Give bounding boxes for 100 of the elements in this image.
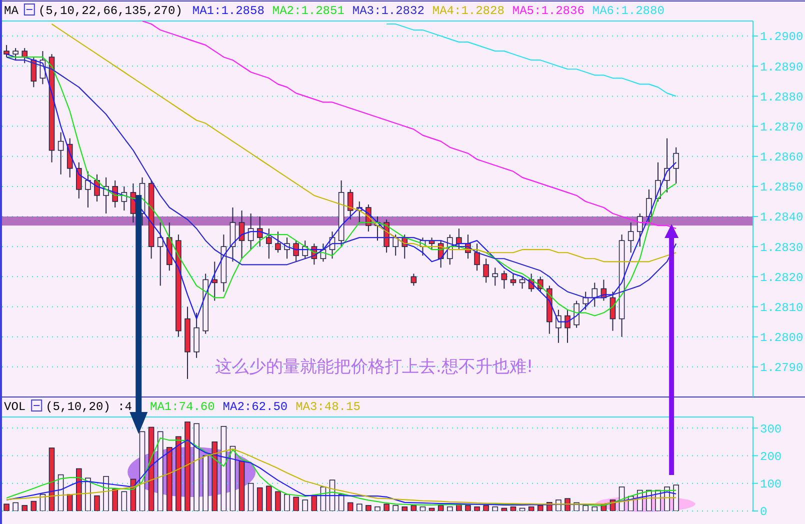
text: MA2:1.2851: [272, 4, 344, 18]
candlestick: [637, 213, 643, 248]
candlestick: [474, 243, 480, 272]
bar: [85, 478, 91, 511]
bar: [347, 502, 354, 511]
bar: [492, 506, 498, 511]
candlestick: [501, 270, 508, 290]
candlestick: [456, 228, 462, 250]
line-series: [6, 448, 677, 505]
bar: [166, 447, 172, 511]
y-tick-label: 1.2870: [760, 120, 804, 134]
bar: [121, 491, 128, 511]
candlestick: [483, 258, 489, 284]
y-tick-label: 1.2880: [760, 90, 804, 104]
bar: [356, 504, 362, 511]
bar: [374, 506, 380, 511]
bar: [474, 506, 480, 511]
bar: [112, 488, 118, 511]
bar: [592, 506, 598, 511]
bar: [519, 508, 526, 511]
bar: [501, 508, 508, 511]
bar: [238, 460, 245, 511]
chart-title: VOL: [4, 400, 26, 414]
candlestick: [58, 132, 64, 175]
y-tick-label: 1.2820: [760, 270, 804, 285]
bar: [12, 502, 18, 511]
y-tick-label: 300: [760, 422, 782, 436]
bar: [220, 426, 227, 511]
text: MA3:48.15: [296, 400, 360, 414]
bar: [438, 505, 444, 511]
bar: [284, 494, 290, 511]
bar: [275, 491, 281, 511]
bar: [184, 422, 190, 511]
bar: [510, 506, 516, 511]
bar: [66, 494, 73, 511]
line-series: [51, 23, 677, 262]
bar: [302, 500, 308, 511]
candlestick: [392, 234, 398, 256]
bar: [673, 484, 679, 511]
text: MA2:62.50: [222, 400, 288, 414]
bar: [366, 505, 372, 511]
bar: [483, 505, 489, 511]
candlestick: [85, 170, 91, 208]
bar: [311, 495, 318, 511]
y-tick-label: 1.2810: [760, 300, 804, 315]
bar: [582, 505, 589, 511]
bar: [202, 455, 208, 511]
y-tick-label: 100: [760, 478, 782, 492]
text: MA1:1.2858: [192, 4, 264, 18]
candlestick: [76, 162, 82, 199]
bar: [48, 448, 55, 511]
candlestick: [293, 240, 299, 262]
bar: [528, 506, 534, 511]
bar: [194, 423, 200, 511]
bar: [256, 487, 263, 511]
y-tick-label: 1.2830: [760, 240, 804, 255]
candlestick: [492, 267, 498, 286]
text: (5,10,20) :4: [46, 400, 132, 414]
candlestick: [4, 44, 10, 58]
y-tick-label: 1.2790: [760, 361, 804, 376]
bar: [76, 468, 82, 511]
y-tick-label: 1.2900: [760, 30, 804, 44]
bar: [30, 500, 37, 511]
candlestick: [673, 146, 679, 184]
annotation: 这么少的量就能把价格打上去.想不升也难!: [215, 357, 534, 377]
bar: [266, 486, 272, 511]
bar: [537, 505, 544, 511]
text: MA6:1.2880: [592, 4, 664, 18]
bar: [402, 506, 408, 511]
candlestick: [266, 228, 272, 260]
bar: [176, 436, 182, 511]
y-tick-label: 200: [760, 450, 782, 464]
text: MA5:1.2836: [512, 4, 584, 18]
candlestick: [564, 309, 570, 344]
bar: [248, 482, 254, 511]
chart-title: MA: [4, 4, 20, 18]
candlestick: [519, 276, 526, 290]
candlestick: [157, 222, 164, 286]
bar: [410, 505, 417, 511]
bar: [392, 505, 398, 511]
y-tick-label: 1.2840: [760, 210, 804, 225]
bar: [428, 508, 435, 511]
candlestick: [410, 273, 417, 286]
y-tick-label: 1.2800: [760, 331, 804, 346]
bar: [212, 441, 218, 511]
bar: [103, 476, 109, 511]
bar: [293, 496, 299, 511]
candlestick: [628, 222, 634, 254]
bar: [22, 505, 28, 511]
bar: [4, 504, 10, 511]
text: MA3:1.2832: [352, 4, 424, 18]
text: MA1:74.60: [150, 400, 215, 414]
bar: [446, 506, 453, 511]
candlestick: [12, 48, 18, 61]
y-tick-label: 1.2860: [760, 150, 804, 165]
candlestick: [646, 188, 652, 224]
bar: [420, 506, 426, 511]
candlestick: [22, 48, 28, 64]
text: (5,10,22,66,135,270): [38, 4, 182, 18]
text: MA4:1.2828: [432, 4, 504, 18]
